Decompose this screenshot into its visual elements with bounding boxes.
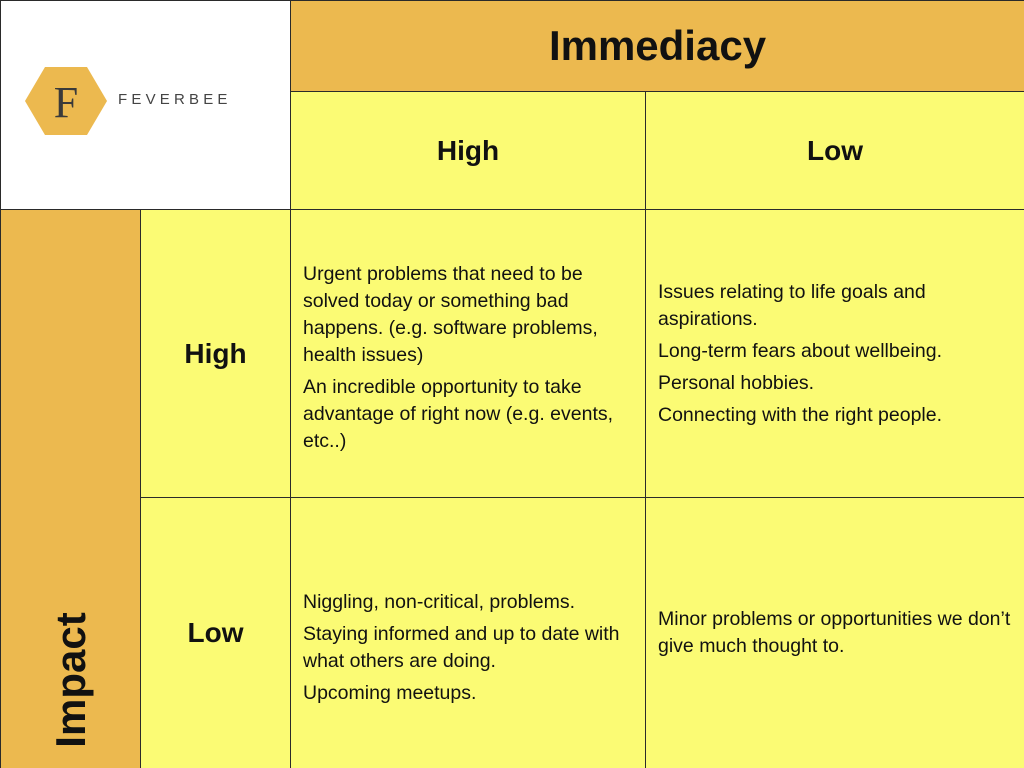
- quadrant-item: Niggling, non-critical, problems.: [303, 591, 576, 613]
- immediacy-axis-label: Immediacy: [548, 22, 767, 69]
- impact-axis-label: Impact: [47, 612, 94, 748]
- column-header-high: High: [291, 92, 646, 210]
- quadrant-item: Urgent problems that need to be solved t…: [303, 262, 598, 366]
- column-header-low-label: Low: [807, 134, 863, 166]
- quadrant-high-impact-low-immediacy: Issues relating to life goals and aspira…: [646, 210, 1024, 498]
- column-header-high-label: High: [436, 134, 500, 166]
- impact-axis-header: Impact: [0, 210, 141, 768]
- quadrant-item: Long-term fears about wellbeing.: [658, 339, 942, 362]
- immediacy-axis-header: Immediacy: [291, 0, 1024, 92]
- quadrant-low-impact-low-immediacy: Minor problems or opportunities we don’t…: [646, 498, 1024, 768]
- row-header-high-label: High: [184, 337, 247, 369]
- hexagon-f-logo-icon: F: [25, 67, 107, 135]
- quadrant-item: Personal hobbies.: [658, 371, 815, 394]
- quadrant-item: Connecting with the right people.: [658, 403, 943, 426]
- row-header-low-label: Low: [187, 617, 244, 648]
- brand-name: FEVERBEE: [118, 91, 232, 108]
- quadrant-item: An incredible opportunity to take advant…: [303, 375, 614, 452]
- row-header-low: Low: [141, 498, 291, 768]
- quadrant-item: Issues relating to life goals and aspira…: [658, 280, 926, 330]
- quadrant-low-impact-high-immediacy: Niggling, non-critical, problems. Stayin…: [291, 498, 646, 768]
- logo-cell: F FEVERBEE: [0, 0, 291, 210]
- quadrant-item: Staying informed and up to date with wha…: [303, 623, 620, 672]
- quadrant-item: Upcoming meetups.: [303, 682, 477, 704]
- logo-letter: F: [54, 78, 78, 127]
- quadrant-item: Minor problems or opportunities we don’t…: [658, 608, 1011, 657]
- column-header-low: Low: [646, 92, 1024, 210]
- quadrant-high-impact-high-immediacy: Urgent problems that need to be solved t…: [291, 210, 646, 498]
- row-header-high: High: [141, 210, 291, 498]
